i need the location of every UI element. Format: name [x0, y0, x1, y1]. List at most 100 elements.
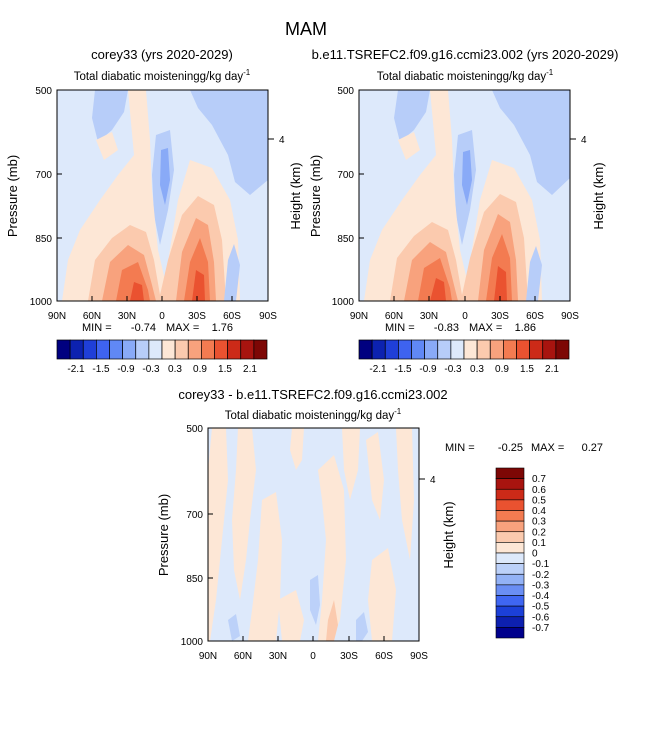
x-tick-label: 90S: [561, 311, 579, 322]
panel-title: corey33 - b.e11.TSREFC2.f09.g16.ccmi23.0…: [178, 387, 447, 402]
colorbar-swatch: [529, 339, 544, 360]
contour-warm-region: [430, 266, 507, 301]
colorbar-label: -0.5: [532, 602, 550, 613]
colorbar-label: 2.1: [545, 364, 559, 375]
colorbar-swatch: [495, 488, 525, 501]
colorbar-label: 0.1: [532, 538, 546, 549]
y-tick-label: 850: [35, 234, 52, 245]
colorbar-label: 0.7: [532, 474, 546, 485]
colorbar-swatch: [542, 339, 557, 360]
colorbar-swatch: [253, 339, 268, 360]
contour-warm-region: [232, 428, 256, 600]
panel-subtitle: Total diabatic moisteningg/kg day-1: [74, 68, 251, 83]
colorbar-swatch: [476, 339, 491, 360]
panel-subtitle: Total diabatic moisteningg/kg day-1: [377, 68, 554, 83]
max-label: MAX =: [166, 322, 199, 334]
panel-difference: corey33 - b.e11.TSREFC2.f09.g16.ccmi23.0…: [156, 387, 603, 662]
colorbar-swatch: [424, 339, 439, 360]
colorbar-swatch: [56, 339, 71, 360]
contour-blue-region: [228, 614, 240, 641]
colorbar-swatch: [411, 339, 425, 360]
panel-title: b.e11.TSREFC2.f09.g16.ccmi23.002 (yrs 20…: [312, 47, 619, 62]
colorbar-swatch: [201, 339, 215, 360]
contour-warm-region: [208, 428, 228, 641]
y-tick-label: 700: [337, 170, 354, 181]
min-label: MIN =: [385, 322, 415, 334]
y2-tick-label: 4: [581, 135, 587, 146]
colorbar-label: -0.9: [419, 364, 437, 375]
panel-subtitle: Total diabatic moisteningg/kg day-1: [225, 407, 402, 422]
max-value: 0.27: [582, 442, 603, 454]
x-tick-label: 30N: [269, 651, 287, 662]
y2-tick-label: 4: [430, 475, 436, 486]
x-tick-label: 90N: [350, 311, 368, 322]
colorbar-label: 0.9: [193, 364, 207, 375]
colorbar-label: -0.2: [532, 570, 550, 581]
x-tick-label: 90S: [259, 311, 277, 322]
colorbar-swatch: [109, 339, 123, 360]
colorbar-swatch: [489, 339, 504, 360]
colorbar-labels: 0.70.60.50.40.30.20.10-0.1-0.2-0.3-0.4-0…: [532, 474, 550, 634]
colorbar-swatch: [495, 499, 525, 511]
colorbar-swatch: [358, 339, 373, 360]
colorbar-label: -2.1: [67, 364, 85, 375]
x-tick-label: 90S: [410, 651, 428, 662]
x-tick-label: 30N: [118, 311, 136, 322]
colorbar-swatch: [174, 339, 189, 360]
colorbar-label: -0.3: [444, 364, 462, 375]
colorbar-swatch: [384, 339, 399, 360]
y-axis-label: Pressure (mb): [308, 155, 323, 237]
colorbar-label: -1.5: [92, 364, 110, 375]
colorbar-swatch: [503, 339, 517, 360]
max-value: 1.76: [212, 322, 233, 334]
colorbar-swatch: [516, 339, 530, 360]
contour-blue-region: [394, 90, 430, 142]
colorbar-swatch: [495, 573, 525, 586]
tick-marks: [358, 138, 576, 301]
tick-marks: [207, 478, 425, 641]
contour-warm-region: [368, 548, 396, 641]
colorbar-label: 0: [532, 549, 538, 560]
heatmap-field: [208, 428, 419, 641]
colorbar-label: 0.3: [168, 364, 182, 375]
max-value: 1.86: [515, 322, 536, 334]
colorbar-swatch: [371, 339, 386, 360]
y-axis-label: Pressure (mb): [156, 494, 171, 576]
contour-warm-region: [290, 428, 304, 470]
colorbar-label: 0.4: [532, 506, 546, 517]
colorbar-label: -0.4: [532, 591, 550, 602]
y2-axis-label: Height (km): [591, 162, 606, 229]
y-tick-label: 1000: [332, 297, 355, 308]
x-tick-label: 30S: [188, 311, 206, 322]
colorbar-swatch: [122, 339, 137, 360]
colorbar-label: -1.5: [394, 364, 412, 375]
colorbar-swatch: [240, 339, 255, 360]
colorbar-label: 1.5: [218, 364, 232, 375]
colorbar-label: 0.2: [532, 527, 546, 538]
heatmap-field: [359, 90, 570, 301]
colorbar-swatch: [495, 605, 525, 618]
y-tick-label: 500: [35, 86, 52, 97]
colorbar: [358, 339, 570, 360]
colorbar-swatch: [187, 339, 202, 360]
panel-title: corey33 (yrs 2020-2029): [91, 47, 233, 62]
max-label: MAX =: [469, 322, 502, 334]
colorbar: [56, 339, 268, 360]
colorbar-swatch: [495, 616, 525, 628]
panel-corey33: corey33 (yrs 2020-2029) Total diabatic m…: [5, 47, 303, 375]
y-tick-label: 700: [186, 510, 203, 521]
x-tick-label: 60N: [385, 311, 403, 322]
colorbar-label: 0.5: [532, 495, 546, 506]
colorbar-swatch: [463, 339, 478, 360]
contour-warm-region: [96, 132, 118, 160]
colorbar-swatch: [96, 339, 110, 360]
heatmap-field: [57, 90, 268, 301]
contour-warm-region: [318, 455, 346, 641]
y-tick-label: 1000: [181, 637, 204, 648]
colorbar-swatch: [214, 339, 228, 360]
y-tick-label: 850: [186, 574, 203, 585]
colorbar-labels: -2.1 -1.5 -0.9 -0.3 0.3 0.9 1.5 2.1: [67, 364, 257, 375]
y2-axis-label: Height (km): [441, 501, 456, 568]
colorbar-label: -0.3: [532, 580, 550, 591]
